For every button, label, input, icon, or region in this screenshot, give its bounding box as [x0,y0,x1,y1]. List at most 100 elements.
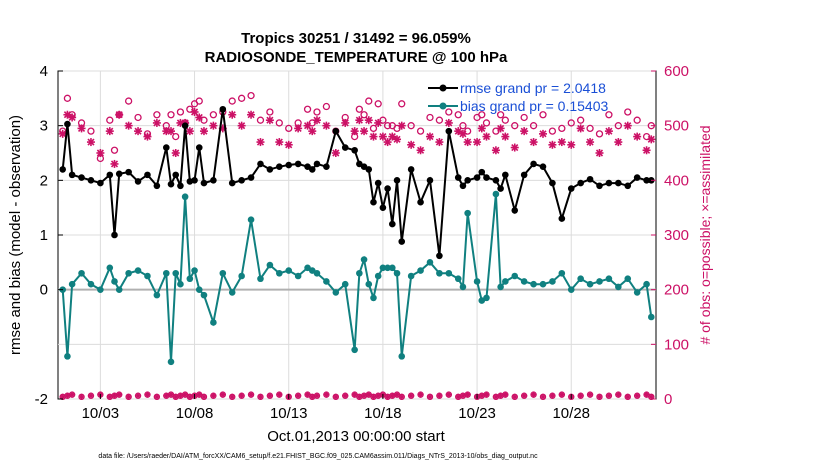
obs-assimilated-point [322,121,331,130]
obs-bottom-assimilated [624,393,631,400]
asterisk-stroke [379,133,387,141]
obs-possible-point [558,124,566,133]
bias-point [454,275,462,283]
rmse-point [177,182,184,190]
asterisk-stroke [228,111,236,119]
asterisk-stroke [360,127,368,135]
bias-point [276,269,283,277]
obs-possible-point [624,108,632,116]
y-tick-label-right: 200 [664,282,689,299]
rmse-point [106,171,114,179]
asterisk-stroke [375,393,381,399]
bias-point [219,269,227,277]
asterisk-stroke [615,392,621,398]
asterisk-stroke [539,130,547,138]
rmse-point [210,177,217,184]
y-tick-label-right: 100 [664,336,689,353]
obs-bottom-assimilated [521,392,528,399]
asterisk-stroke [643,146,651,154]
asterisk-stroke [69,392,75,398]
asterisk-stroke [520,127,528,135]
obs-assimilated-point [491,146,500,155]
asterisk-stroke [393,135,401,143]
obs-possible-point [416,127,425,135]
obs-bottom-assimilated [116,391,123,398]
obs-possible-point [548,127,557,135]
obs-bottom-assimilated [389,392,396,399]
bias-point [549,278,556,285]
rmse-point [567,185,575,192]
asterisk-stroke [512,394,518,400]
obs-bottom-assimilated [436,392,443,399]
bias-point [115,286,123,293]
asterisk-stroke [294,124,302,132]
rmse-point [294,160,302,168]
bias-point [511,272,519,280]
bias-point [393,269,401,277]
bias-point [106,264,114,272]
obs-assimilated-point [115,110,124,119]
bias-point [360,256,368,263]
obs-assimilated-point [265,116,274,125]
bias-point [426,259,434,266]
obs-bottom-assimilated [605,392,612,399]
obs-assimilated-point [647,135,656,144]
asterisk-stroke [266,116,274,124]
asterisk-stroke [116,392,122,398]
bias-point [177,280,184,288]
bias-point [191,267,198,274]
asterisk-stroke [195,113,203,122]
bias-point [365,280,373,288]
obs-bottom-assimilated [634,392,641,399]
chart-title-line1: Tropics 30251 / 31492 = 96.059% [241,30,471,47]
legend-bias-label: bias grand pr = 0.15403 [460,98,608,114]
obs-possible-point [172,132,180,141]
asterisk-stroke [407,141,415,149]
obs-assimilated-point [171,149,180,157]
bias-point [539,280,547,288]
bias-point [285,267,293,274]
rmse-point [643,177,650,184]
obs-bottom-assimilated [144,391,151,398]
legend-rmse-marker [439,84,447,92]
asterisk-stroke [87,138,95,146]
obs-assimilated-point [294,124,303,133]
rmse-point [426,177,434,184]
obs-assimilated-point [143,132,152,141]
bias-point [436,269,443,277]
obs-assimilated-point [58,129,67,138]
obs-assimilated-point [275,138,284,147]
obs-assimilated-point [68,113,77,122]
rmse-point [68,171,76,179]
asterisk-stroke [352,392,358,398]
rmse-point [191,177,198,184]
rmse-point [539,163,547,170]
obs-possible-point [365,97,373,105]
bias-point [134,267,142,274]
obs-assimilated-point [364,116,373,125]
rmse-point [633,174,641,181]
obs-assimilated-point [228,110,237,119]
asterisk-stroke [68,113,76,122]
obs-assimilated-point [256,138,265,147]
obs-bottom-assimilated [497,392,504,399]
asterisk-stroke [173,394,179,400]
obs-assimilated-point [350,127,359,136]
asterisk-stroke [647,135,655,143]
asterisk-stroke [634,393,640,399]
obs-possible-point [633,116,641,124]
asterisk-stroke [163,393,169,399]
asterisk-stroke [79,394,85,400]
rmse-point [436,252,443,260]
rmse-point [389,220,396,228]
y-tick-label-right: 600 [664,63,689,80]
asterisk-stroke [445,119,453,127]
asterisk-stroke [172,149,180,157]
asterisk-stroke [365,116,373,124]
asterisk-stroke [633,133,641,141]
asterisk-stroke [625,394,631,400]
rmse-point [238,177,245,184]
asterisk-stroke [597,394,602,400]
rmse-point [530,160,537,168]
asterisk-stroke [295,393,301,399]
